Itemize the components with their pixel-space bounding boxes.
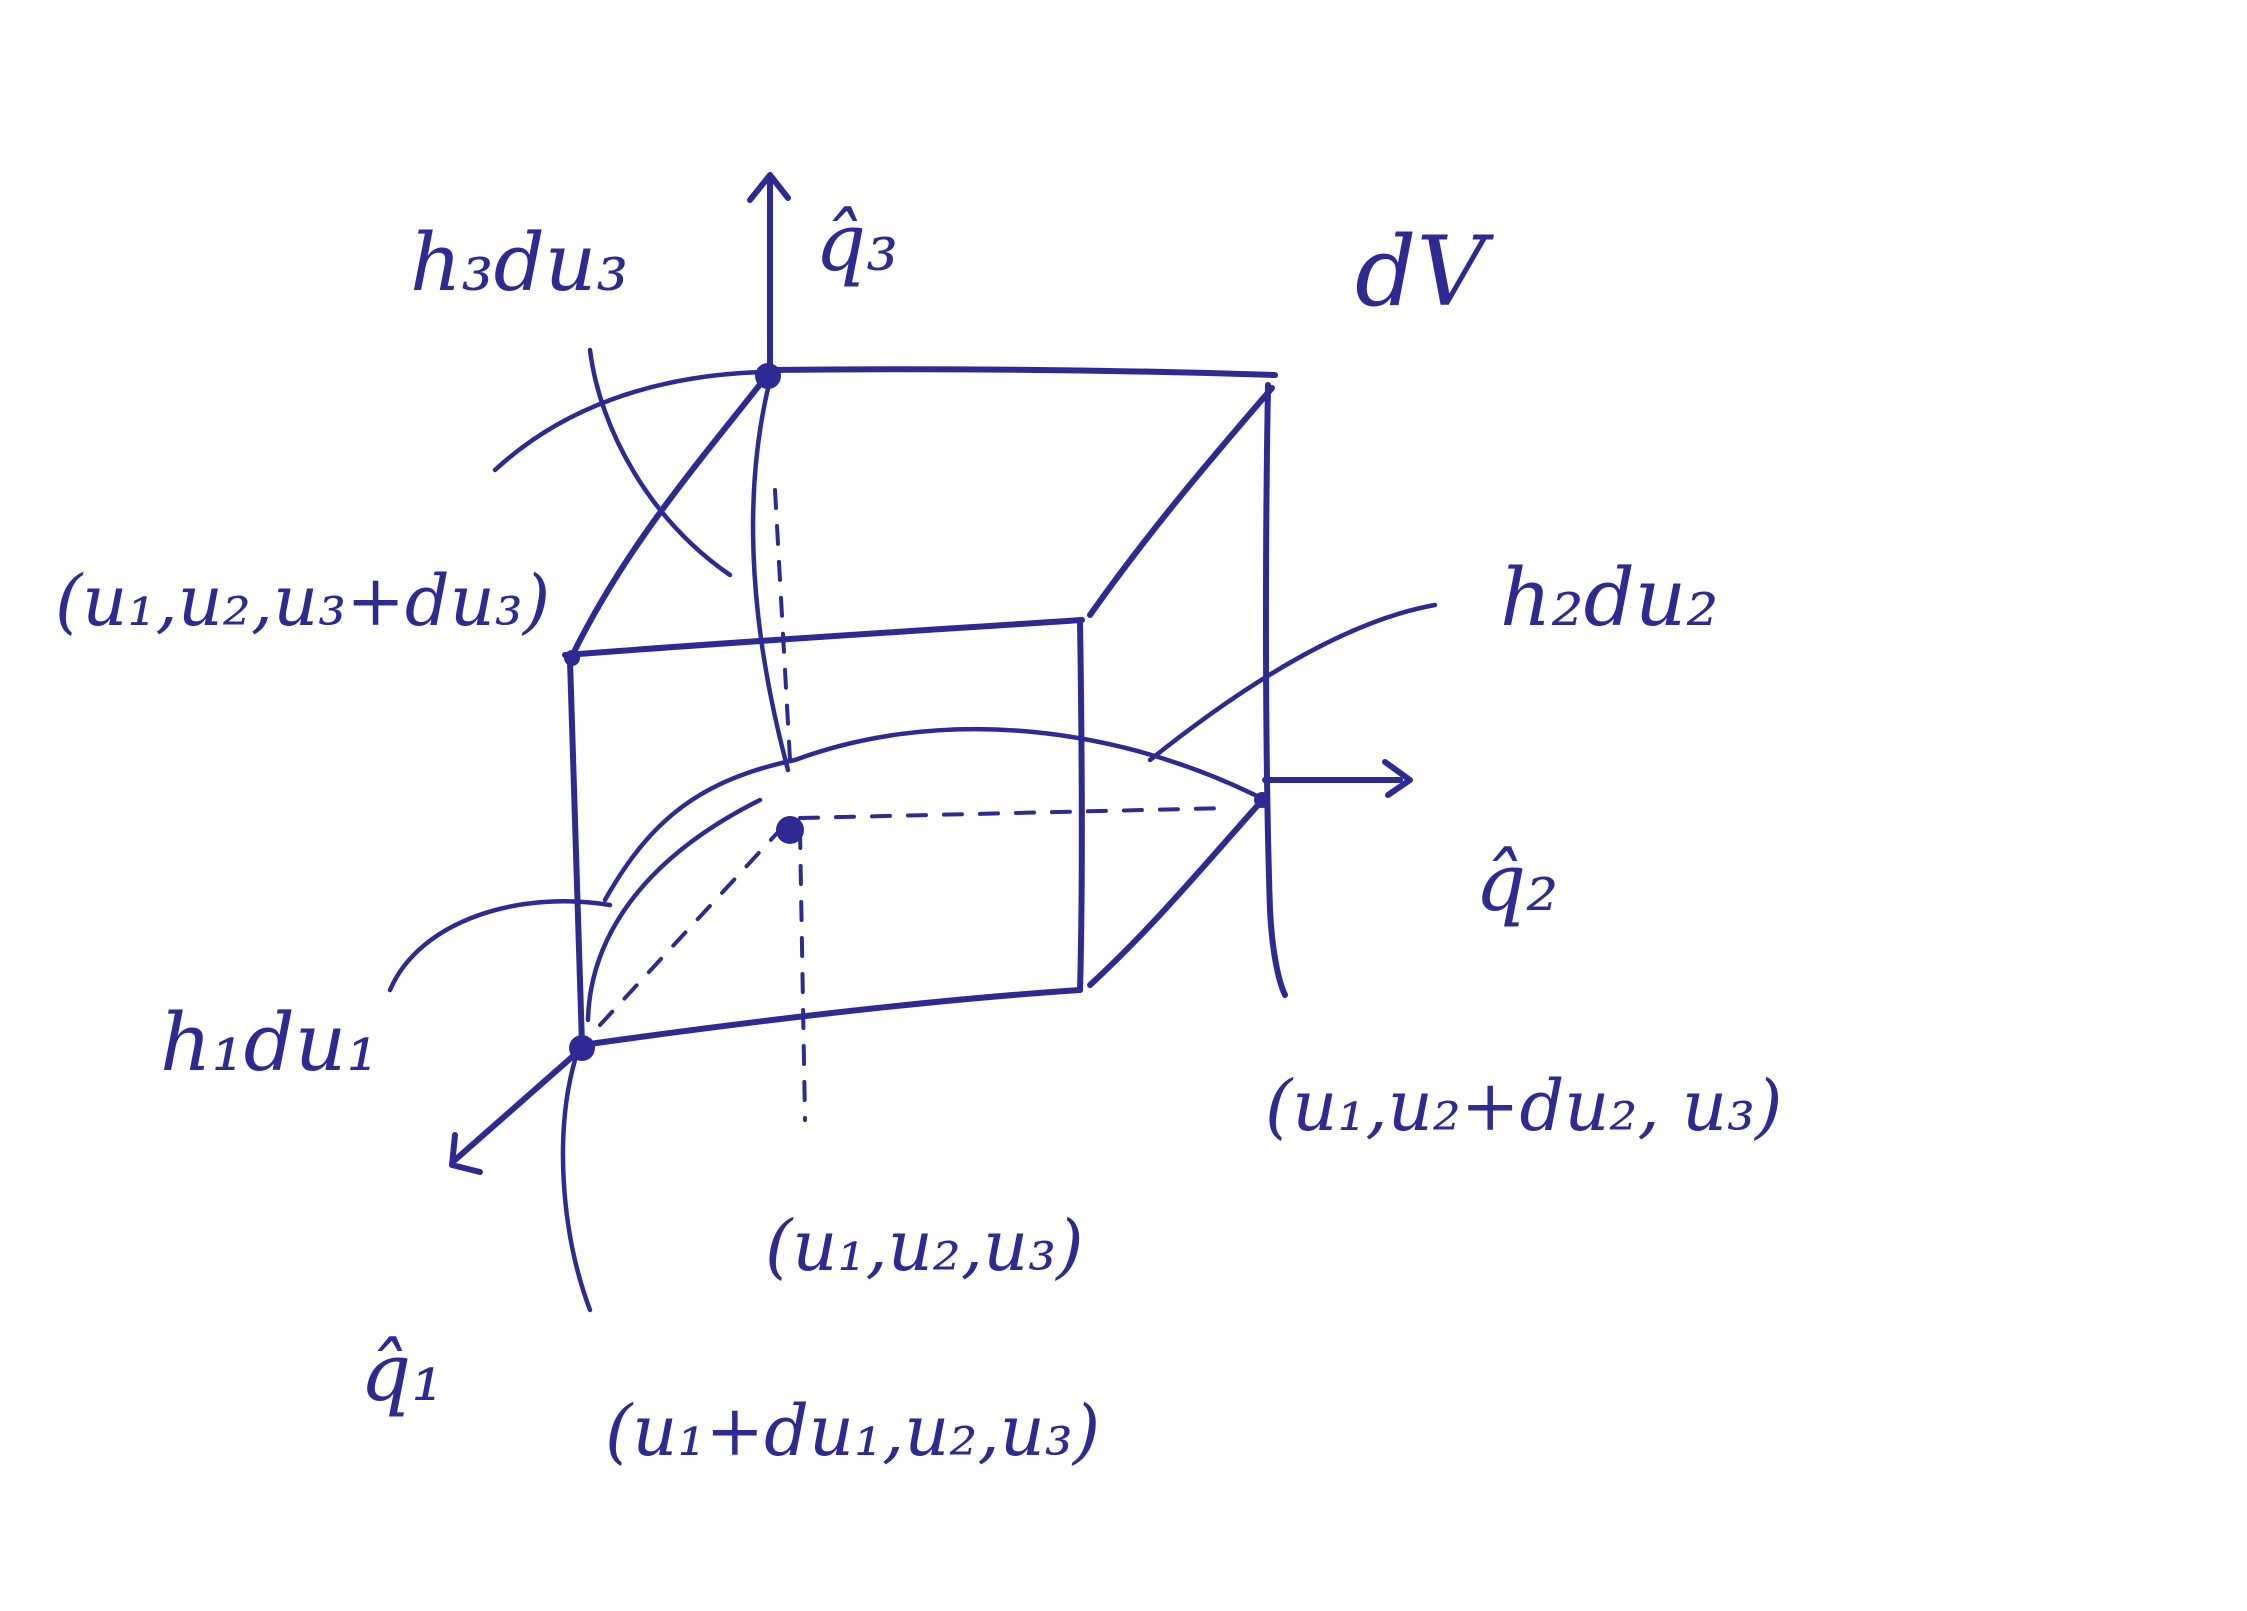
cube-bottom-right-edge xyxy=(1087,802,1261,988)
labels: dV h₃du₃ q̂₃ (u₁,u₂,u₃+du₃) h₂du₂ q̂₂ h₁… xyxy=(55,196,1782,1472)
vertex-right xyxy=(1254,792,1270,808)
cube-back-right-edge xyxy=(1262,382,1288,998)
cube-curved-horizontal-edge xyxy=(602,726,1258,903)
cube-front-top-edge xyxy=(562,617,1085,658)
cube-back-top-edge xyxy=(765,366,1278,378)
vertex-front-top-left xyxy=(564,650,580,666)
leader-h2du2 xyxy=(1147,602,1438,763)
cube-front-left-edge xyxy=(567,657,585,1048)
label-point-du3: (u₁,u₂,u₃+du₃) xyxy=(55,560,550,642)
label-unit-vector-1: q̂₁ xyxy=(360,1326,443,1419)
label-volume: dV xyxy=(1355,216,1494,328)
leader-lines xyxy=(387,347,1438,1313)
hidden-edge-upper xyxy=(773,488,792,762)
leader-q1-lower xyxy=(560,1057,593,1313)
vertex-top xyxy=(755,363,781,389)
label-unit-vector-3: q̂₃ xyxy=(815,196,898,289)
axis-q1 xyxy=(452,1047,583,1163)
axis-q3-arrowhead xyxy=(747,172,791,203)
label-point-origin: (u₁,u₂,u₃) xyxy=(765,1205,1084,1287)
cube-curved-depth-edge xyxy=(585,797,763,1023)
axis-q2-arrowhead xyxy=(1382,759,1413,798)
hidden-edges xyxy=(598,488,1232,1122)
label-edge-2: h₂du₂ xyxy=(1500,551,1718,644)
vertex-hidden xyxy=(776,816,804,844)
hidden-edge-depth xyxy=(598,828,782,1027)
cube-front-right-edge xyxy=(1077,617,1085,993)
cube-curved-vertical-edge xyxy=(750,377,791,773)
leader-h3du3-cross xyxy=(587,347,733,578)
cube-edges xyxy=(562,366,1288,1048)
leader-h3du3 xyxy=(492,369,768,473)
leader-h1du1 xyxy=(387,898,613,993)
axis-q1-arrowhead xyxy=(449,1132,483,1175)
axes xyxy=(449,172,1413,1175)
vertices xyxy=(564,363,1270,1061)
label-point-du2: (u₁,u₂+du₂, u₃) xyxy=(1265,1065,1782,1147)
label-edge-1: h₁du₁ xyxy=(160,996,378,1089)
cube-top-right-edge xyxy=(1087,385,1275,618)
vertex-origin xyxy=(569,1035,595,1061)
label-point-du1: (u₁+du₁,u₂,u₃) xyxy=(605,1390,1100,1472)
label-unit-vector-2: q̂₂ xyxy=(1475,836,1558,929)
hidden-edge-horizontal xyxy=(798,806,1232,820)
label-edge-3: h₃du₃ xyxy=(410,216,628,309)
cube-top-left-edge xyxy=(572,375,768,653)
cube-front-bottom-edge xyxy=(579,987,1083,1048)
hidden-edge-vertical xyxy=(798,828,807,1122)
